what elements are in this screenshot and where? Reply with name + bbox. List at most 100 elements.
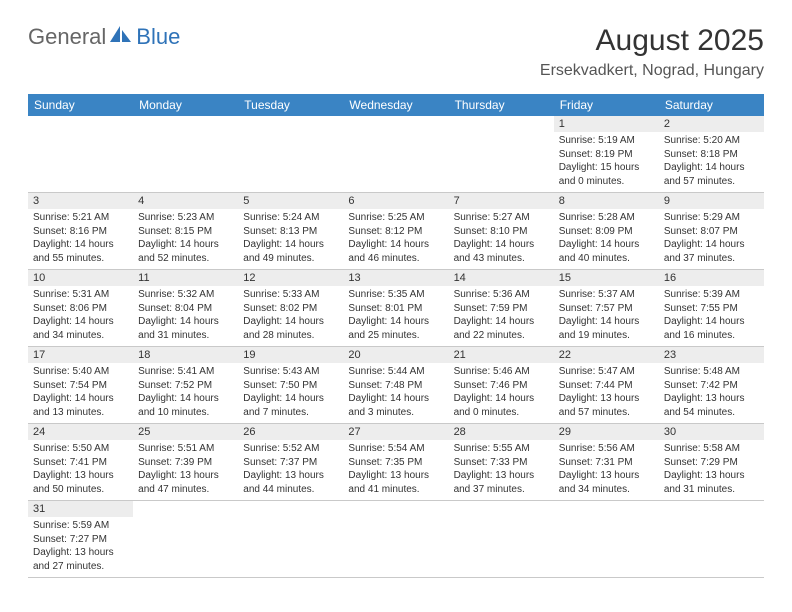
day-number: 5 (238, 193, 343, 209)
weekday-header: Friday (554, 94, 659, 116)
day-number: 23 (659, 347, 764, 363)
day-data: Sunrise: 5:20 AMSunset: 8:18 PMDaylight:… (659, 132, 764, 192)
calendar-cell: 27Sunrise: 5:54 AMSunset: 7:35 PMDayligh… (343, 424, 448, 501)
logo-text-general: General (28, 24, 106, 50)
day-data: Sunrise: 5:33 AMSunset: 8:02 PMDaylight:… (238, 286, 343, 346)
calendar-cell (133, 501, 238, 578)
weekday-header: Sunday (28, 94, 133, 116)
calendar-cell: 6Sunrise: 5:25 AMSunset: 8:12 PMDaylight… (343, 193, 448, 270)
day-number: 8 (554, 193, 659, 209)
day-data: Sunrise: 5:31 AMSunset: 8:06 PMDaylight:… (28, 286, 133, 346)
day-number: 2 (659, 116, 764, 132)
calendar-cell: 3Sunrise: 5:21 AMSunset: 8:16 PMDaylight… (28, 193, 133, 270)
header: General Blue August 2025 Ersekvadkert, N… (28, 24, 764, 80)
day-number: 26 (238, 424, 343, 440)
calendar-cell: 4Sunrise: 5:23 AMSunset: 8:15 PMDaylight… (133, 193, 238, 270)
day-number: 21 (449, 347, 554, 363)
calendar-cell: 20Sunrise: 5:44 AMSunset: 7:48 PMDayligh… (343, 347, 448, 424)
calendar-week-row: 1Sunrise: 5:19 AMSunset: 8:19 PMDaylight… (28, 116, 764, 193)
calendar-cell: 9Sunrise: 5:29 AMSunset: 8:07 PMDaylight… (659, 193, 764, 270)
day-data: Sunrise: 5:52 AMSunset: 7:37 PMDaylight:… (238, 440, 343, 500)
day-number: 15 (554, 270, 659, 286)
calendar-week-row: 31Sunrise: 5:59 AMSunset: 7:27 PMDayligh… (28, 501, 764, 578)
calendar-cell: 10Sunrise: 5:31 AMSunset: 8:06 PMDayligh… (28, 270, 133, 347)
day-number: 31 (28, 501, 133, 517)
day-number: 25 (133, 424, 238, 440)
day-data: Sunrise: 5:19 AMSunset: 8:19 PMDaylight:… (554, 132, 659, 192)
day-data: Sunrise: 5:37 AMSunset: 7:57 PMDaylight:… (554, 286, 659, 346)
calendar-cell: 15Sunrise: 5:37 AMSunset: 7:57 PMDayligh… (554, 270, 659, 347)
day-data: Sunrise: 5:25 AMSunset: 8:12 PMDaylight:… (343, 209, 448, 269)
day-data: Sunrise: 5:51 AMSunset: 7:39 PMDaylight:… (133, 440, 238, 500)
day-data: Sunrise: 5:40 AMSunset: 7:54 PMDaylight:… (28, 363, 133, 423)
day-data: Sunrise: 5:39 AMSunset: 7:55 PMDaylight:… (659, 286, 764, 346)
day-data: Sunrise: 5:28 AMSunset: 8:09 PMDaylight:… (554, 209, 659, 269)
day-data: Sunrise: 5:56 AMSunset: 7:31 PMDaylight:… (554, 440, 659, 500)
day-data: Sunrise: 5:35 AMSunset: 8:01 PMDaylight:… (343, 286, 448, 346)
month-title: August 2025 (540, 24, 764, 58)
day-number: 18 (133, 347, 238, 363)
day-number: 7 (449, 193, 554, 209)
day-data: Sunrise: 5:59 AMSunset: 7:27 PMDaylight:… (28, 517, 133, 577)
day-data: Sunrise: 5:54 AMSunset: 7:35 PMDaylight:… (343, 440, 448, 500)
calendar-cell: 24Sunrise: 5:50 AMSunset: 7:41 PMDayligh… (28, 424, 133, 501)
calendar-week-row: 10Sunrise: 5:31 AMSunset: 8:06 PMDayligh… (28, 270, 764, 347)
weekday-header: Tuesday (238, 94, 343, 116)
calendar-week-row: 17Sunrise: 5:40 AMSunset: 7:54 PMDayligh… (28, 347, 764, 424)
day-data: Sunrise: 5:44 AMSunset: 7:48 PMDaylight:… (343, 363, 448, 423)
calendar-header-row: SundayMondayTuesdayWednesdayThursdayFrid… (28, 94, 764, 116)
day-number: 4 (133, 193, 238, 209)
day-data: Sunrise: 5:50 AMSunset: 7:41 PMDaylight:… (28, 440, 133, 500)
day-data: Sunrise: 5:47 AMSunset: 7:44 PMDaylight:… (554, 363, 659, 423)
day-data: Sunrise: 5:23 AMSunset: 8:15 PMDaylight:… (133, 209, 238, 269)
day-data: Sunrise: 5:32 AMSunset: 8:04 PMDaylight:… (133, 286, 238, 346)
sail-icon (108, 24, 134, 50)
day-data: Sunrise: 5:48 AMSunset: 7:42 PMDaylight:… (659, 363, 764, 423)
day-number: 28 (449, 424, 554, 440)
title-block: August 2025 Ersekvadkert, Nograd, Hungar… (540, 24, 764, 80)
day-data: Sunrise: 5:58 AMSunset: 7:29 PMDaylight:… (659, 440, 764, 500)
day-number: 20 (343, 347, 448, 363)
calendar-week-row: 3Sunrise: 5:21 AMSunset: 8:16 PMDaylight… (28, 193, 764, 270)
day-number: 24 (28, 424, 133, 440)
calendar-cell: 8Sunrise: 5:28 AMSunset: 8:09 PMDaylight… (554, 193, 659, 270)
calendar-cell: 31Sunrise: 5:59 AMSunset: 7:27 PMDayligh… (28, 501, 133, 578)
calendar-cell: 2Sunrise: 5:20 AMSunset: 8:18 PMDaylight… (659, 116, 764, 193)
calendar-cell: 23Sunrise: 5:48 AMSunset: 7:42 PMDayligh… (659, 347, 764, 424)
day-data: Sunrise: 5:27 AMSunset: 8:10 PMDaylight:… (449, 209, 554, 269)
calendar-cell (238, 116, 343, 193)
calendar-cell (449, 501, 554, 578)
calendar-cell: 26Sunrise: 5:52 AMSunset: 7:37 PMDayligh… (238, 424, 343, 501)
day-number: 12 (238, 270, 343, 286)
calendar-cell: 13Sunrise: 5:35 AMSunset: 8:01 PMDayligh… (343, 270, 448, 347)
weekday-header: Saturday (659, 94, 764, 116)
day-data: Sunrise: 5:36 AMSunset: 7:59 PMDaylight:… (449, 286, 554, 346)
day-data: Sunrise: 5:55 AMSunset: 7:33 PMDaylight:… (449, 440, 554, 500)
day-number: 11 (133, 270, 238, 286)
calendar-cell: 16Sunrise: 5:39 AMSunset: 7:55 PMDayligh… (659, 270, 764, 347)
calendar-cell (28, 116, 133, 193)
day-number: 19 (238, 347, 343, 363)
logo: General Blue (28, 24, 180, 50)
calendar-table: SundayMondayTuesdayWednesdayThursdayFrid… (28, 94, 764, 578)
weekday-header: Thursday (449, 94, 554, 116)
calendar-cell: 11Sunrise: 5:32 AMSunset: 8:04 PMDayligh… (133, 270, 238, 347)
calendar-cell (554, 501, 659, 578)
calendar-week-row: 24Sunrise: 5:50 AMSunset: 7:41 PMDayligh… (28, 424, 764, 501)
calendar-cell: 12Sunrise: 5:33 AMSunset: 8:02 PMDayligh… (238, 270, 343, 347)
location: Ersekvadkert, Nograd, Hungary (540, 62, 764, 80)
day-number: 13 (343, 270, 448, 286)
weekday-header: Monday (133, 94, 238, 116)
calendar-cell: 17Sunrise: 5:40 AMSunset: 7:54 PMDayligh… (28, 347, 133, 424)
calendar-cell (449, 116, 554, 193)
calendar-cell: 30Sunrise: 5:58 AMSunset: 7:29 PMDayligh… (659, 424, 764, 501)
logo-text-blue: Blue (136, 24, 180, 50)
day-data: Sunrise: 5:21 AMSunset: 8:16 PMDaylight:… (28, 209, 133, 269)
day-number: 3 (28, 193, 133, 209)
day-data: Sunrise: 5:46 AMSunset: 7:46 PMDaylight:… (449, 363, 554, 423)
day-number: 9 (659, 193, 764, 209)
day-number: 6 (343, 193, 448, 209)
day-number: 16 (659, 270, 764, 286)
calendar-cell: 22Sunrise: 5:47 AMSunset: 7:44 PMDayligh… (554, 347, 659, 424)
day-number: 27 (343, 424, 448, 440)
